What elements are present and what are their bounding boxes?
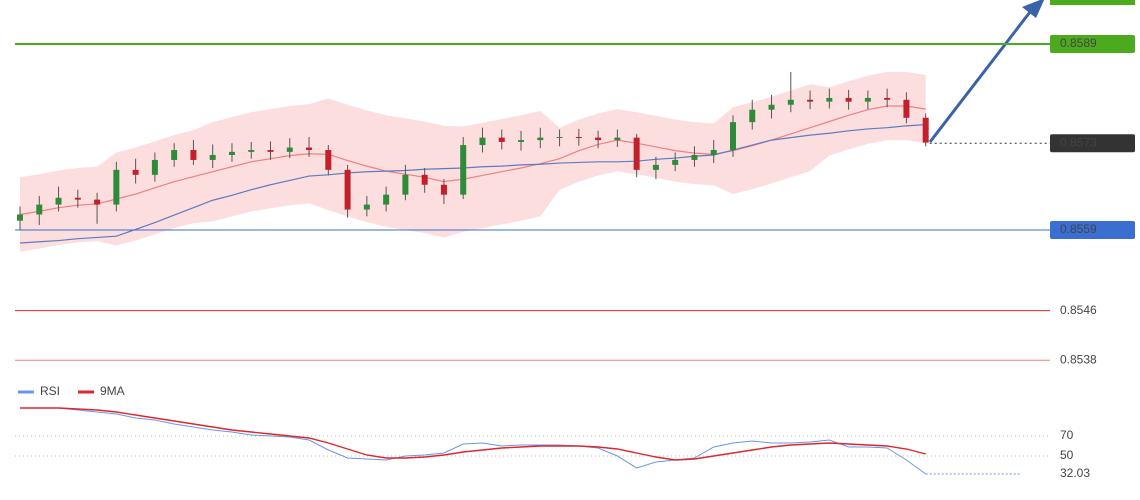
candle-body bbox=[884, 97, 891, 100]
candle-body bbox=[267, 150, 274, 152]
level-label: 0.8538 bbox=[1060, 352, 1097, 366]
candle-body bbox=[306, 147, 313, 151]
candle-body bbox=[55, 197, 62, 205]
candle-body bbox=[132, 169, 139, 175]
candle-body bbox=[74, 197, 81, 200]
level-label-box bbox=[1050, 35, 1135, 53]
candle-body bbox=[248, 150, 255, 152]
candle-body bbox=[36, 204, 43, 215]
candle-body bbox=[652, 164, 659, 170]
level-label: 0.8589 bbox=[1060, 36, 1097, 50]
candle-body bbox=[710, 150, 717, 155]
candle-body bbox=[440, 184, 447, 195]
candle-body bbox=[421, 174, 428, 185]
moving-average bbox=[19, 124, 926, 244]
candle-body bbox=[325, 150, 332, 170]
candle-body bbox=[826, 97, 833, 102]
bollinger-band bbox=[20, 71, 926, 252]
level-label: 0.8573 bbox=[1060, 135, 1097, 149]
level-label-box bbox=[1050, 221, 1135, 239]
legend-label: 9MA bbox=[100, 384, 125, 398]
candle-body bbox=[498, 137, 505, 142]
candle-body bbox=[864, 97, 871, 102]
candle-body bbox=[575, 137, 582, 138]
candle-body bbox=[286, 147, 293, 152]
legend-label: RSI bbox=[40, 384, 60, 398]
candle-body bbox=[518, 140, 525, 142]
candle-body bbox=[903, 99, 910, 118]
candle-body bbox=[787, 99, 794, 105]
candle-body bbox=[94, 199, 101, 205]
last-value-label: 32.03 bbox=[1060, 466, 1090, 480]
candle-body bbox=[595, 137, 602, 141]
candle-body bbox=[672, 159, 679, 165]
forecast-arrow bbox=[928, 11, 1032, 143]
candle-body bbox=[922, 117, 929, 143]
indicator-line bbox=[20, 407, 926, 461]
candle-body bbox=[402, 174, 409, 195]
candle-body bbox=[383, 194, 390, 205]
candle-body bbox=[691, 154, 698, 160]
candle-body bbox=[228, 151, 235, 155]
candle-body bbox=[344, 169, 351, 210]
level-label-box bbox=[1050, 134, 1135, 153]
candle-body bbox=[479, 137, 486, 146]
candle-body bbox=[845, 97, 852, 102]
moving-average bbox=[19, 105, 926, 216]
candle-body bbox=[807, 99, 814, 102]
candle-body bbox=[460, 145, 467, 195]
candle-body bbox=[363, 204, 370, 210]
level-label: 0.8546 bbox=[1060, 303, 1097, 317]
y-tick-label: 50 bbox=[1060, 448, 1074, 462]
candle-body bbox=[151, 159, 158, 175]
candle-body bbox=[768, 104, 775, 110]
candle-body bbox=[113, 169, 120, 205]
candle-body bbox=[633, 137, 640, 170]
candle-body bbox=[556, 137, 563, 138]
candle-body bbox=[537, 137, 544, 141]
target-box bbox=[1050, 0, 1135, 5]
arrow-head bbox=[1022, 0, 1045, 18]
candle-body bbox=[749, 109, 756, 123]
candle-body bbox=[171, 150, 178, 160]
candle-body bbox=[190, 150, 197, 160]
y-tick-label: 70 bbox=[1060, 428, 1074, 442]
candle-body bbox=[17, 214, 23, 221]
indicator-line bbox=[20, 407, 926, 475]
candle-body bbox=[614, 137, 621, 141]
level-label: 0.8559 bbox=[1060, 222, 1097, 236]
candle-body bbox=[209, 154, 216, 160]
candle-body bbox=[729, 122, 736, 151]
